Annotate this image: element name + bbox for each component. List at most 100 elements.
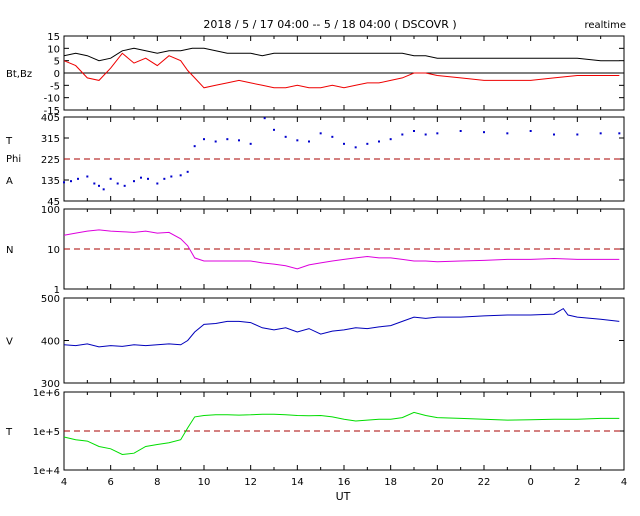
y-tick-label: -15 [44,106,60,117]
phi-point [86,175,89,178]
x-tick-label: 4 [621,477,627,488]
phi-angle-panel: 405 315 225 135 45 T Phi A [5,113,625,208]
phi-point [77,177,79,180]
phi-point [156,182,159,185]
temperature-line [63,411,620,456]
phi-point [319,132,322,135]
phi-point [343,142,345,145]
phi-point [193,145,196,148]
bz-line [63,52,620,89]
bt-line [63,47,620,62]
realtime-label: realtime [584,20,626,31]
phi-point [413,130,415,132]
x-tick-label: 6 [107,477,113,488]
phi-point [529,130,532,132]
phi-point [378,140,380,143]
y-axis-label: A [6,176,13,187]
phi-point [179,174,182,177]
chart-title: 2018 / 5 / 17 04:00 -- 5 / 18 04:00 ( DS… [203,18,456,31]
x-tick-label: 22 [478,477,491,488]
phi-point [308,140,310,143]
phi-point [226,138,229,141]
y-tick-label: -5 [50,81,60,92]
phi-point [553,133,555,136]
phi-point [133,180,135,183]
phi-point [618,132,621,135]
x-tick-label: 2 [574,477,580,488]
phi-point [109,177,112,180]
x-tick-label: 16 [338,477,351,488]
phi-point [214,140,217,143]
x-axis: 4 6 8 10 12 14 16 18 20 22 0 2 4 [61,477,627,488]
y-tick-label: 1e+6 [33,388,60,399]
y-tick-label: 100 [41,205,60,216]
phi-point [93,182,96,185]
phi-point [186,170,189,173]
phi-point [263,117,266,120]
density-line [63,229,620,270]
phi-point [98,184,100,187]
y-tick-label: 500 [41,294,60,305]
y-axis-label: Phi [6,154,21,165]
y-tick-label: 45 [47,197,60,208]
phi-point [163,177,166,180]
phi-series [63,117,621,191]
phi-point [389,138,392,141]
y-tick-label: 315 [41,134,60,145]
y-tick-label: 405 [41,113,60,124]
phi-point [424,133,427,136]
phi-point [296,139,299,142]
phi-point [459,130,462,132]
phi-point [63,181,65,184]
phi-point [147,177,149,180]
y-tick-label: 300 [41,379,60,390]
y-tick-label: 400 [41,337,60,348]
y-axis-label: T [5,136,13,147]
y-tick-label: 1e+5 [33,427,60,438]
x-tick-label: 14 [291,477,304,488]
phi-point [506,132,509,135]
speed-panel: 500 400 300 V [6,294,625,390]
y-tick-label: 10 [47,44,60,55]
phi-point [366,142,369,145]
phi-point [238,139,240,142]
phi-point [102,188,105,191]
phi-point [249,142,252,145]
phi-point [284,135,287,138]
phi-point [70,180,72,183]
y-axis-label: N [6,245,13,256]
phi-point [436,132,439,135]
y-tick-label: 1e+4 [33,466,60,477]
y-tick-label: 135 [41,176,60,187]
phi-point [140,176,142,179]
phi-point [331,135,334,138]
y-tick-label: 5 [54,57,60,68]
phi-point [170,175,173,178]
panel-frame [63,297,625,384]
y-axis-label: V [6,337,13,348]
density-panel: 100 10 1 N [6,205,625,296]
x-tick-label: 20 [431,477,444,488]
speed-line [63,307,620,348]
y-tick-label: 10 [47,245,60,256]
x-tick-label: 12 [244,477,257,488]
panels-group: 151050-5-10-15Bt,Bz40531522513545TPhiA10… [5,32,625,477]
y-axis-label: Bt,Bz [6,69,32,80]
x-tick-label: 10 [198,477,211,488]
phi-point [576,133,579,136]
phi-point [401,133,404,136]
x-tick-label: 8 [154,477,160,488]
phi-point [483,131,485,134]
x-tick-label: 0 [527,477,533,488]
phi-point [123,184,126,187]
x-tick-label: 18 [384,477,397,488]
y-tick-label: 1 [54,285,60,296]
y-axis-label: T [5,427,13,438]
y-tick-label: 0 [54,69,60,80]
phi-point [203,138,205,141]
x-tick-label: 4 [61,477,67,488]
phi-point [599,132,602,135]
phi-point [354,146,357,149]
